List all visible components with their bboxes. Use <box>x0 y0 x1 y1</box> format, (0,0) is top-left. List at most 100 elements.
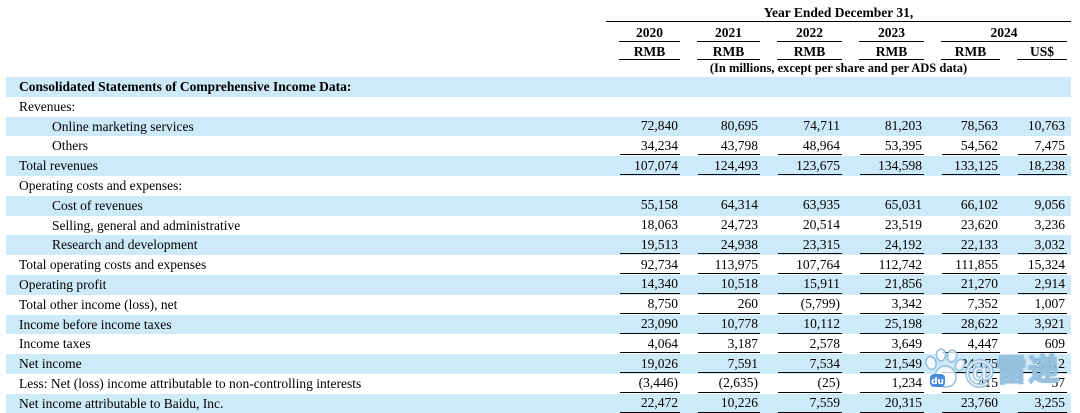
cell-value: (25) <box>778 374 842 394</box>
cell-value: 18,238 <box>1018 157 1067 176</box>
cell-value: 55,158 <box>640 197 678 213</box>
row-total-other-income: Total other income (loss), net 8,750 260… <box>6 295 1071 315</box>
cell-value: 25,198 <box>860 315 924 334</box>
cell-value: 72,840 <box>640 118 678 134</box>
cell-value: 609 <box>1018 335 1067 354</box>
cell-value: 23,315 <box>778 236 842 255</box>
cell-value: 3,236 <box>1034 217 1065 233</box>
row-online-marketing-services: Online marketing services 72,840 80,695 … <box>6 116 1071 137</box>
cell-value: 48,964 <box>778 137 842 156</box>
cell-value: 2,578 <box>778 335 842 354</box>
row-income-taxes: Income taxes 4,064 3,187 2,578 3,649 4,4… <box>6 334 1071 354</box>
cell-value: 18,063 <box>640 217 678 233</box>
table-header: Year Ended December 31, 2020 2021 2022 2… <box>6 0 1080 77</box>
row-others: Others 34,234 43,798 48,964 53,395 54,56… <box>6 136 1071 156</box>
cell-value: 92,734 <box>620 256 680 275</box>
row-cost-of-revenues: Cost of revenues 55,158 64,314 63,935 65… <box>6 195 1071 216</box>
cell-value: 3,032 <box>1018 236 1067 255</box>
cell-value: 19,513 <box>620 236 680 255</box>
cell-value: 260 <box>698 295 760 314</box>
row-label: Less: Net (loss) income attributable to … <box>19 375 362 391</box>
cell-value: 74,711 <box>803 118 840 134</box>
cell-value: 24,938 <box>698 236 760 255</box>
cell-value: 23,760 <box>942 394 1000 413</box>
row-label: Online marketing services <box>52 118 194 134</box>
cell-value: 22,472 <box>620 394 680 413</box>
row-label: Total other income (loss), net <box>19 296 178 312</box>
cell-value: 78,563 <box>960 118 998 134</box>
cell-value: 8,750 <box>620 295 680 314</box>
cell-value: 7,352 <box>942 295 1000 314</box>
cell-value: 4,447 <box>942 335 1000 354</box>
row-income-before-taxes: Income before income taxes 23,090 10,778… <box>6 314 1071 335</box>
row-total-revenues: Total revenues 107,074 124,493 123,675 1… <box>6 156 1071 176</box>
row-section-title: Consolidated Statements of Comprehensive… <box>6 77 1071 97</box>
cell-value: 24,192 <box>860 236 924 255</box>
row-label: Net income attributable to Baidu, Inc. <box>19 395 224 411</box>
cell-value: 113,975 <box>698 256 760 275</box>
row-label: Consolidated Statements of Comprehensive… <box>19 79 352 94</box>
currency-header: RMB <box>764 42 846 60</box>
cell-value: 81,203 <box>884 118 922 134</box>
cell-value: 10,778 <box>698 315 760 334</box>
cell-value: (2,635) <box>698 374 760 394</box>
currency-header: RMB <box>606 42 684 60</box>
cell-value: 123,675 <box>778 157 842 176</box>
year-header: 2023 <box>846 22 928 42</box>
cell-value: 23,620 <box>960 217 998 233</box>
period-title: Year Ended December 31, <box>606 5 1071 22</box>
cell-value: 415 <box>942 374 1000 394</box>
cell-value: (3,446) <box>620 374 680 394</box>
currency-header: RMB <box>846 42 928 60</box>
row-label: Total revenues <box>19 158 98 174</box>
cell-value: 3,649 <box>860 335 924 354</box>
row-label: Total operating costs and expenses <box>19 257 207 273</box>
cell-value: 54,562 <box>942 137 1000 156</box>
cell-value: 43,798 <box>698 137 760 156</box>
cell-value: 1,007 <box>1018 295 1067 314</box>
year-header: 2020 <box>606 22 684 42</box>
cell-value: 133,125 <box>942 157 1000 176</box>
currency-header-row: RMB RMB RMB RMB RMB US$ <box>6 42 1071 60</box>
cell-value: 21,856 <box>860 275 924 295</box>
row-label: Others <box>52 138 88 154</box>
row-label: Cost of revenues <box>52 197 143 213</box>
row-selling-general-admin: Selling, general and administrative 18,0… <box>6 216 1071 236</box>
cell-value: 22,133 <box>942 236 1000 255</box>
income-statement-table: Consolidated Statements of Comprehensive… <box>6 77 1071 413</box>
row-operating-profit: Operating profit 14,340 10,518 15,911 21… <box>6 274 1071 295</box>
cell-value: 63,935 <box>802 197 840 213</box>
row-label: Net income <box>19 356 82 372</box>
row-noncontrolling-interests: Less: Net (loss) income attributable to … <box>6 374 1071 394</box>
row-label: Income taxes <box>19 336 91 352</box>
row-label: Operating costs and expenses: <box>19 177 183 193</box>
cell-value: 21,549 <box>860 355 924 374</box>
cell-value: 3,187 <box>698 335 760 354</box>
cell-value: 23,519 <box>884 217 922 233</box>
cell-value: 19,026 <box>620 355 680 374</box>
cell-value: 3,342 <box>860 295 924 314</box>
cell-value: 112,742 <box>860 256 924 275</box>
cell-value: 65,031 <box>884 197 922 213</box>
row-net-income-attributable-baidu: Net income attributable to Baidu, Inc. 2… <box>6 393 1071 413</box>
cell-value: 24,175 <box>942 355 1000 374</box>
cell-value: 10,112 <box>778 315 842 334</box>
cell-value: 3,921 <box>1018 315 1067 334</box>
cell-value: 53,395 <box>860 137 924 156</box>
cell-value: 7,559 <box>778 394 842 413</box>
cell-value: 34,234 <box>620 137 680 156</box>
cell-value: 21,270 <box>942 275 1000 295</box>
units-note: (In millions, except per share and per A… <box>709 61 968 75</box>
year-header: 2022 <box>764 22 846 42</box>
cell-value: 20,514 <box>802 217 840 233</box>
cell-value: 14,340 <box>620 275 680 295</box>
cell-value: 64,314 <box>720 197 758 213</box>
row-total-operating-costs: Total operating costs and expenses 92,73… <box>6 255 1071 275</box>
currency-header: RMB <box>928 42 1004 60</box>
cell-value: 7,534 <box>778 355 842 374</box>
cell-value: 107,074 <box>620 157 680 176</box>
row-operating-costs-heading: Operating costs and expenses: <box>6 176 1071 196</box>
cell-value: 10,518 <box>698 275 760 295</box>
cell-value: 57 <box>1018 374 1067 394</box>
cell-value: 80,695 <box>720 118 758 134</box>
